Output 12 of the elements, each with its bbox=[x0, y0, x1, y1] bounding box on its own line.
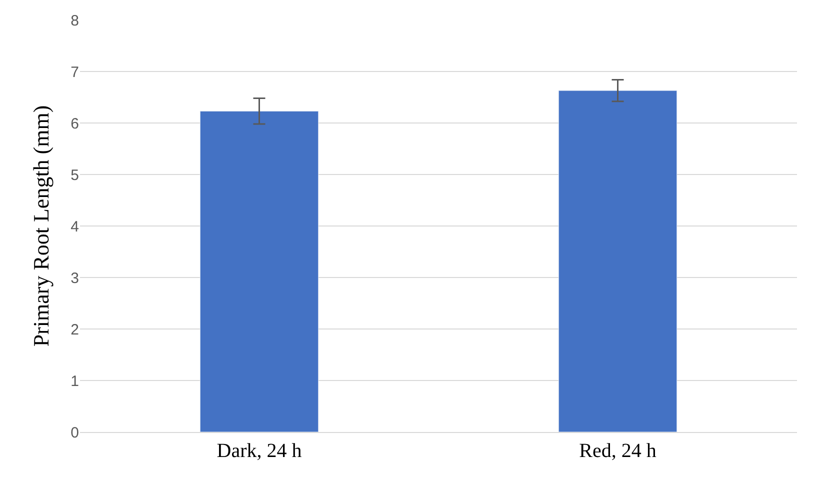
y-tick-label: 0 bbox=[70, 424, 79, 442]
y-tick-label: 1 bbox=[70, 372, 79, 390]
y-tick-label: 6 bbox=[70, 115, 79, 132]
y-tick-label: 3 bbox=[70, 270, 79, 287]
y-tick-label: 5 bbox=[70, 166, 79, 184]
y-tick-label: 4 bbox=[70, 218, 79, 236]
y-tick-label: 2 bbox=[70, 321, 79, 338]
x-tick-label: Red, 24 h bbox=[579, 440, 656, 462]
y-axis-title: Primary Root Length (mm) bbox=[28, 105, 54, 347]
y-tick-label: 7 bbox=[70, 64, 79, 81]
y-tick-label: 8 bbox=[70, 12, 79, 30]
x-tick-label: Dark, 24 h bbox=[216, 440, 302, 462]
